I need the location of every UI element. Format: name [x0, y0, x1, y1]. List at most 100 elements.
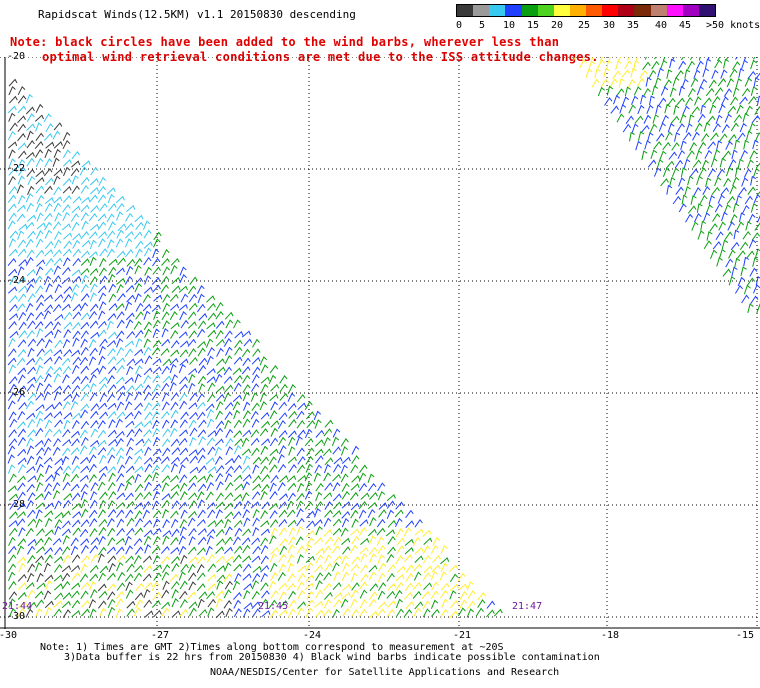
- wind-barb: [277, 571, 286, 581]
- wind-barb: [17, 277, 27, 285]
- latitude-label: -28: [7, 499, 26, 510]
- wind-barb: [36, 194, 45, 204]
- wind-barb: [160, 347, 170, 356]
- wind-barb: [189, 436, 197, 447]
- wind-barb: [27, 392, 37, 401]
- wind-barb: [332, 510, 342, 518]
- wind-barb: [341, 456, 351, 464]
- wind-barb: [608, 57, 611, 61]
- wind-barb: [467, 590, 476, 599]
- wind-barb: [341, 501, 351, 509]
- wind-barb: [70, 473, 80, 483]
- wind-barb: [387, 535, 396, 545]
- wind-barb: [333, 456, 343, 465]
- wind-barb: [80, 456, 90, 465]
- wind-barb: [757, 95, 760, 106]
- wind-barb: [747, 186, 756, 195]
- wind-barb: [70, 400, 79, 410]
- wind-barb: [170, 419, 178, 429]
- wind-barb: [152, 609, 162, 618]
- wind-barb: [89, 268, 99, 276]
- wind-barb: [62, 139, 71, 150]
- wind-barb: [36, 337, 45, 347]
- wind-barb: [8, 268, 18, 277]
- wind-barb: [639, 70, 648, 79]
- wind-barb: [288, 384, 296, 394]
- wind-barb: [117, 571, 126, 581]
- wind-barb: [133, 410, 142, 420]
- wind-barb: [115, 447, 124, 456]
- wind-barb: [746, 130, 753, 141]
- wind-barb: [225, 555, 235, 564]
- wind-barb: [144, 463, 153, 473]
- wind-barb: [89, 239, 97, 250]
- wind-barb: [115, 376, 125, 385]
- wind-barb: [71, 364, 80, 374]
- wind-barb: [718, 104, 726, 114]
- wind-barb: [25, 608, 34, 618]
- wind-barb: [108, 203, 117, 212]
- wind-barb: [721, 96, 729, 106]
- wind-barb: [748, 122, 756, 133]
- wind-barb: [288, 599, 297, 609]
- wind-barb: [162, 535, 170, 545]
- wind-barb: [144, 328, 152, 338]
- wind-barb: [90, 537, 100, 546]
- wind-barb: [739, 241, 749, 251]
- wind-barb: [726, 78, 735, 88]
- longitude-label: -21: [453, 630, 472, 641]
- wind-barb: [727, 105, 737, 114]
- wind-barb: [80, 204, 90, 213]
- wind-barb: [624, 86, 632, 97]
- wind-barb: [179, 376, 188, 385]
- wind-barb: [54, 556, 64, 564]
- wind-barb: [54, 511, 64, 520]
- wind-barb: [414, 546, 424, 555]
- wind-barb: [251, 402, 260, 411]
- wind-barb: [741, 59, 748, 70]
- wind-barb: [430, 570, 439, 581]
- wind-barb: [350, 563, 360, 572]
- wind-barb: [35, 455, 43, 466]
- wind-barb: [115, 330, 125, 339]
- wind-barb: [151, 346, 161, 356]
- wind-barb: [358, 608, 368, 618]
- wind-barb: [45, 240, 54, 250]
- wind-barb: [737, 250, 746, 259]
- wind-barb: [597, 86, 606, 97]
- wind-barb: [197, 293, 205, 304]
- wind-barb: [8, 95, 18, 104]
- wind-barb: [36, 572, 44, 583]
- wind-barb: [685, 123, 693, 133]
- wind-barb: [179, 383, 188, 392]
- wind-barb: [224, 562, 232, 572]
- wind-barb: [179, 447, 189, 456]
- wind-barb: [135, 365, 143, 375]
- wind-barb: [35, 285, 44, 294]
- wind-barb: [197, 547, 206, 556]
- wind-barb: [43, 590, 52, 600]
- wind-barb: [18, 527, 26, 537]
- wind-barb: [25, 256, 34, 266]
- wind-barb: [572, 57, 577, 61]
- wind-barb: [72, 232, 82, 241]
- wind-barb: [242, 544, 251, 554]
- wind-barb: [8, 348, 17, 357]
- wind-barb: [152, 527, 162, 536]
- wind-barb: [80, 176, 90, 186]
- wind-barb: [224, 536, 233, 545]
- wind-barb: [98, 176, 107, 186]
- latitude-label: -24: [7, 275, 26, 286]
- wind-barb: [8, 149, 16, 159]
- wind-barb: [430, 599, 439, 609]
- wind-barb: [377, 545, 386, 554]
- wind-barb: [242, 509, 250, 519]
- wind-barb: [288, 410, 298, 419]
- wind-barb: [242, 455, 251, 465]
- wind-barb: [161, 419, 170, 429]
- wind-barb: [143, 529, 153, 538]
- wind-barb: [752, 284, 760, 294]
- wind-barb: [314, 419, 322, 429]
- wind-barb: [741, 204, 750, 215]
- wind-barb: [26, 329, 35, 339]
